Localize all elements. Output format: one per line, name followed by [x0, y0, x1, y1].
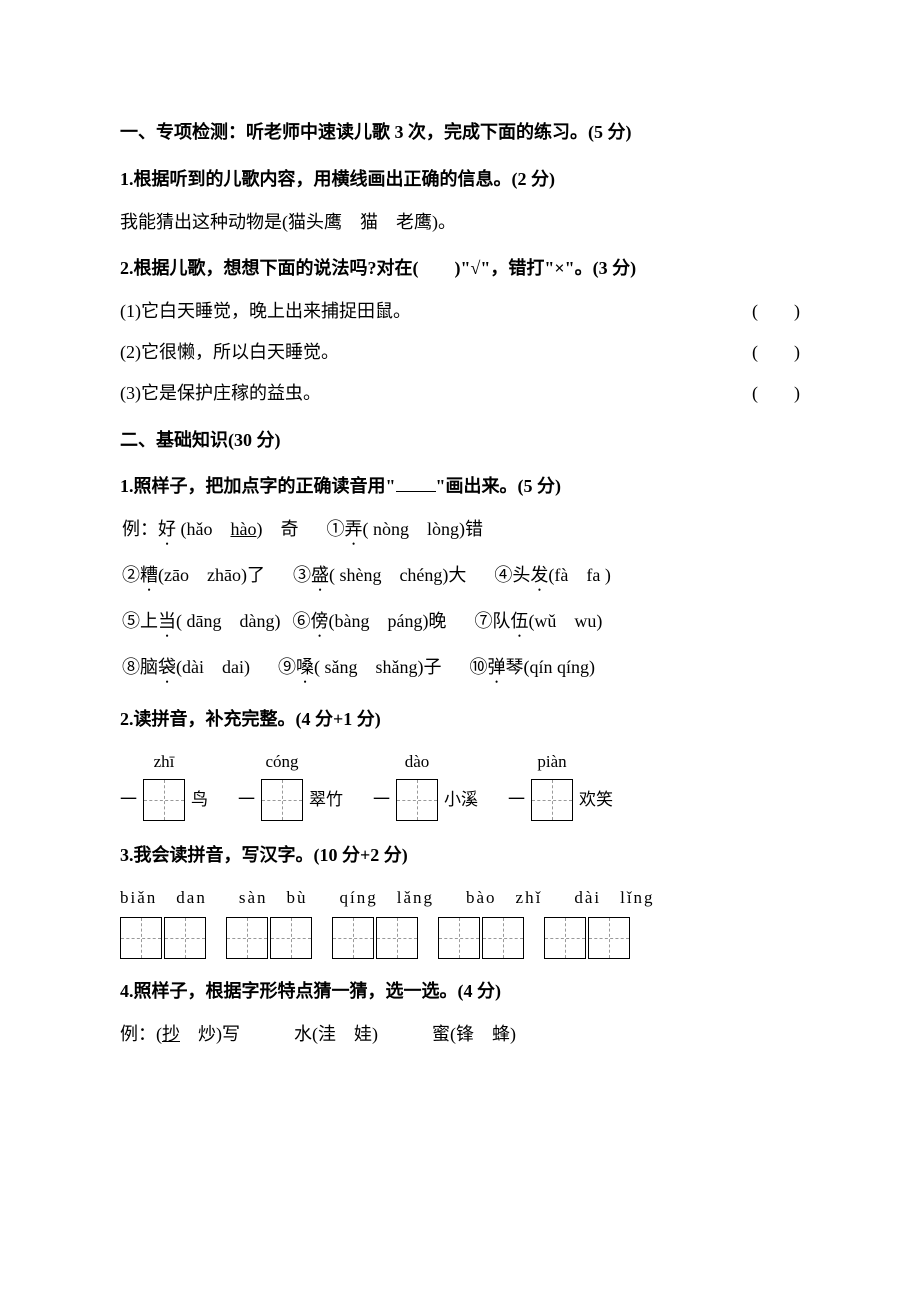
s2-q2-prefix-4: 一: [508, 786, 525, 821]
box-pair: [544, 917, 630, 959]
char-box: [544, 917, 586, 959]
box-pair: [120, 917, 206, 959]
s2-q1-title-b: "画出来。(5 分): [436, 476, 561, 496]
s1-q2-title: 2.根据儿歌，想想下面的说法吗?对在( )"√"，错打"×"。(3 分): [120, 254, 800, 283]
char-box: [531, 779, 573, 821]
s2-q2-suffix-3: 小溪: [444, 786, 478, 821]
s2-q4-line: 例：(抄 炒)写 水(洼 娃) 蜜(锋 蜂): [120, 1020, 800, 1049]
s1-q2-item-3: (3)它是保护庄稼的益虫。 ( ): [120, 379, 800, 408]
s1-q2-item-1-text: (1)它白天睡觉，晚上出来捕捉田鼠。: [120, 297, 411, 326]
s2-q2-prefix-2: 一: [238, 786, 255, 821]
char-box: [270, 917, 312, 959]
char-box: [164, 917, 206, 959]
char-box: [482, 917, 524, 959]
s2-q2-prefix-1: 一: [120, 786, 137, 821]
section2-title: 二、基础知识(30 分): [120, 426, 800, 455]
s2-q2-item-2: 一 cóng 翠竹: [238, 748, 343, 821]
s1-q1-title: 1.根据听到的儿歌内容，用横线画出正确的信息。(2 分): [120, 165, 800, 194]
s1-q2-item-2-text: (2)它很懒，所以白天睡觉。: [120, 338, 339, 367]
section1-title: 一、专项检测：听老师中速读儿歌 3 次，完成下面的练习。(5 分): [120, 118, 800, 147]
s2-q3-pinyin-5: dài lǐng: [574, 884, 654, 911]
char-box: [226, 917, 268, 959]
s2-q3-pinyin-row: biǎn dan sàn bù qíng lǎng bào zhǐ dài lǐ…: [120, 884, 800, 911]
s1-q2-item-2-paren: ( ): [730, 338, 800, 367]
s2-q1-title: 1.照样子，把加点字的正确读音用" "画出来。(5 分): [120, 472, 800, 501]
s1-q2-item-1: (1)它白天睡觉，晚上出来捕捉田鼠。 ( ): [120, 297, 800, 326]
s2-q4-title: 4.照样子，根据字形特点猜一猜，选一选。(4 分): [120, 977, 800, 1006]
s1-q2-item-3-paren: ( ): [730, 379, 800, 408]
s2-q3-title: 3.我会读拼音，写汉字。(10 分+2 分): [120, 841, 800, 870]
s2-q3-pinyin-1: biǎn dan: [120, 884, 207, 911]
char-box: [396, 779, 438, 821]
s2-q3-pinyin-2: sàn bù: [239, 884, 308, 911]
s2-q3-pinyin-3: qíng lǎng: [340, 884, 435, 911]
char-box: [588, 917, 630, 959]
s2-q1-title-a: 1.照样子，把加点字的正确读音用": [120, 476, 396, 496]
s2-q2-row: 一 zhī 鸟 一 cóng 翠竹 一 dào 小溪 一 piàn 欢笑: [120, 748, 800, 821]
s2-q2-item-3: 一 dào 小溪: [373, 748, 478, 821]
s2-q2-item-1: 一 zhī 鸟: [120, 748, 208, 821]
s2-q2-suffix-4: 欢笑: [579, 786, 613, 821]
s1-q2-item-2: (2)它很懒，所以白天睡觉。 ( ): [120, 338, 800, 367]
underline-blank: [396, 472, 436, 492]
s2-q3-pinyin-4: bào zhǐ: [466, 884, 542, 911]
box-pair: [332, 917, 418, 959]
box-pair: [226, 917, 312, 959]
s2-q2-title: 2.读拼音，补充完整。(4 分+1 分): [120, 705, 800, 734]
s1-q2-item-1-paren: ( ): [730, 297, 800, 326]
char-box: [332, 917, 374, 959]
s1-q2-item-3-text: (3)它是保护庄稼的益虫。: [120, 379, 321, 408]
char-box: [376, 917, 418, 959]
s1-q1-line: 我能猜出这种动物是(猫头鹰 猫 老鹰)。: [120, 208, 800, 237]
s2-q1-line-3: ⑤上当( dāng dàng)⑥傍(bàng páng)晚⑦队伍(wǔ wu): [122, 607, 800, 641]
s2-q3-boxes-row: [120, 917, 800, 959]
s2-q2-pinyin-3: dào: [405, 748, 430, 775]
s2-q1-line-4: ⑧脑袋(dài dai)⑨嗓( sǎng shǎng)子⑩弹琴(qín qíng…: [122, 653, 800, 687]
char-box: [143, 779, 185, 821]
s2-q1-line-1: 例：好 (hǎo hào) 奇①弄( nòng lòng)错: [122, 515, 800, 549]
s2-q2-pinyin-1: zhī: [154, 748, 175, 775]
s2-q2-prefix-3: 一: [373, 786, 390, 821]
s2-q2-pinyin-2: cóng: [265, 748, 298, 775]
s2-q2-suffix-2: 翠竹: [309, 786, 343, 821]
box-pair: [438, 917, 524, 959]
char-box: [438, 917, 480, 959]
s2-q2-pinyin-4: piàn: [537, 748, 566, 775]
s2-q2-suffix-1: 鸟: [191, 786, 208, 821]
s2-q1-line-2: ②糟(zāo zhāo)了③盛( shèng chéng)大④头发(fà fa …: [122, 561, 800, 595]
s2-q2-item-4: 一 piàn 欢笑: [508, 748, 613, 821]
char-box: [120, 917, 162, 959]
char-box: [261, 779, 303, 821]
